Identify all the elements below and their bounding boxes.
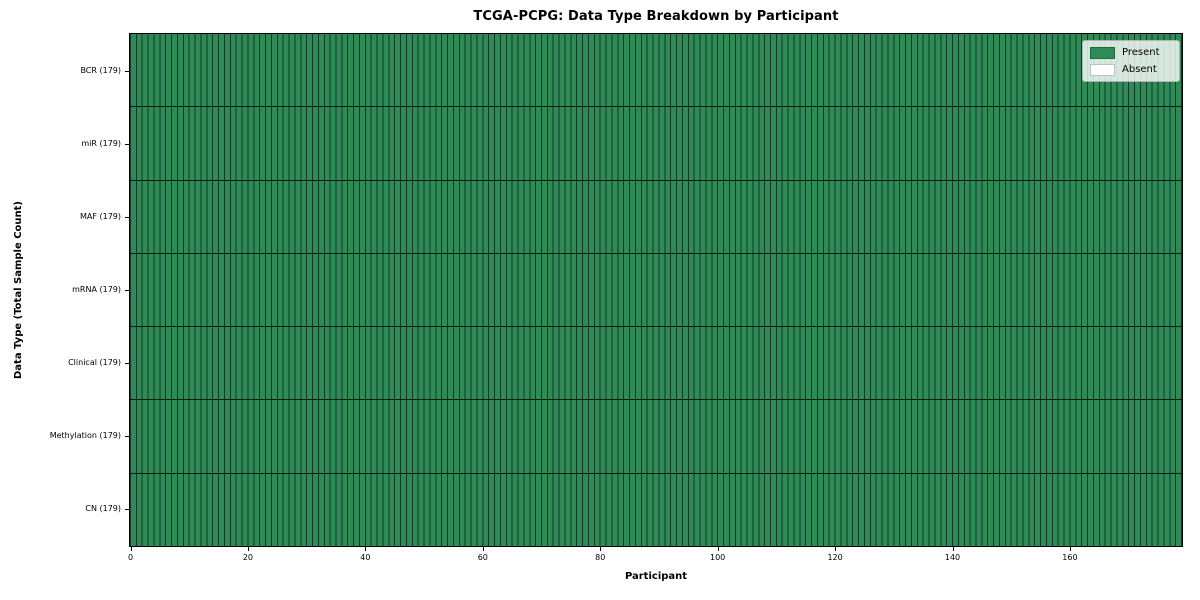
y-tick-mark [125,509,129,510]
x-tick-label-160: 160 [1062,553,1078,562]
x-tick-mark [1069,547,1071,551]
legend-label: Absent [1122,64,1157,75]
x-tick-label-20: 20 [242,553,254,562]
heatmap-row-MAF [130,179,1182,253]
y-axis: BCR (179) miR (179) MAF (179) mRNA (179) Cli… [0,0,129,600]
x-tick-label-140: 140 [944,553,961,562]
heatmap-row-BCR [130,34,1182,107]
y-tick-label-BCR: BCR (179) [80,66,121,75]
legend: Present Absent [1082,40,1180,82]
y-axis-title: Data Type (Total Sample Count) [13,200,24,380]
x-tick-mark [600,547,602,551]
x-tick-mark [835,547,837,551]
y-tick-mark [125,217,129,218]
y-tick-label-Clinical: Clinical (179) [68,358,121,367]
legend-label: Present [1122,47,1160,58]
x-tick-mark [247,547,249,551]
x-tick-label-40: 40 [360,553,371,562]
x-tick-mark [365,547,367,551]
y-tick-label-mRNA: mRNA (179) [72,285,121,294]
x-tick-mark [952,547,954,551]
x-tick-mark [482,547,484,551]
legend-item-absent: Absent [1090,63,1172,76]
y-tick-mark [125,363,129,364]
heatmap-row-miR [130,106,1182,180]
heatmap-row-mRNA [130,252,1182,327]
x-tick-mark [717,547,719,551]
legend-swatch-present [1090,46,1115,59]
heatmap-row-CN [130,472,1182,546]
heatmap-row-Clinical [130,326,1182,400]
x-tick-label-80: 80 [595,553,606,562]
heatmap-row-Methylation [130,399,1182,473]
x-tick-label-60: 60 [477,553,488,562]
x-tick-label-100: 100 [710,553,726,562]
x-axis-title: Participant [624,571,688,582]
y-tick-mark [125,436,129,437]
y-tick-mark [125,290,129,291]
x-tick-label-0: 0 [127,553,134,562]
legend-swatch-absent [1090,63,1115,76]
y-tick-label-CN: CN (179) [85,504,121,513]
y-tick-mark [125,144,129,145]
x-tick-label-120: 120 [827,553,843,562]
y-tick-label-Methylation: Methylation (179) [49,431,121,440]
chart-title: TCGA-PCPG: Data Type Breakdown by Partic… [473,9,839,24]
y-tick-label-miR: miR (179) [81,139,121,148]
legend-item-present: Present [1090,46,1172,59]
y-tick-label-MAF: MAF (179) [79,212,121,221]
x-tick-mark [130,547,132,551]
heatmap-plot-area [129,33,1183,547]
y-tick-mark [125,71,129,72]
